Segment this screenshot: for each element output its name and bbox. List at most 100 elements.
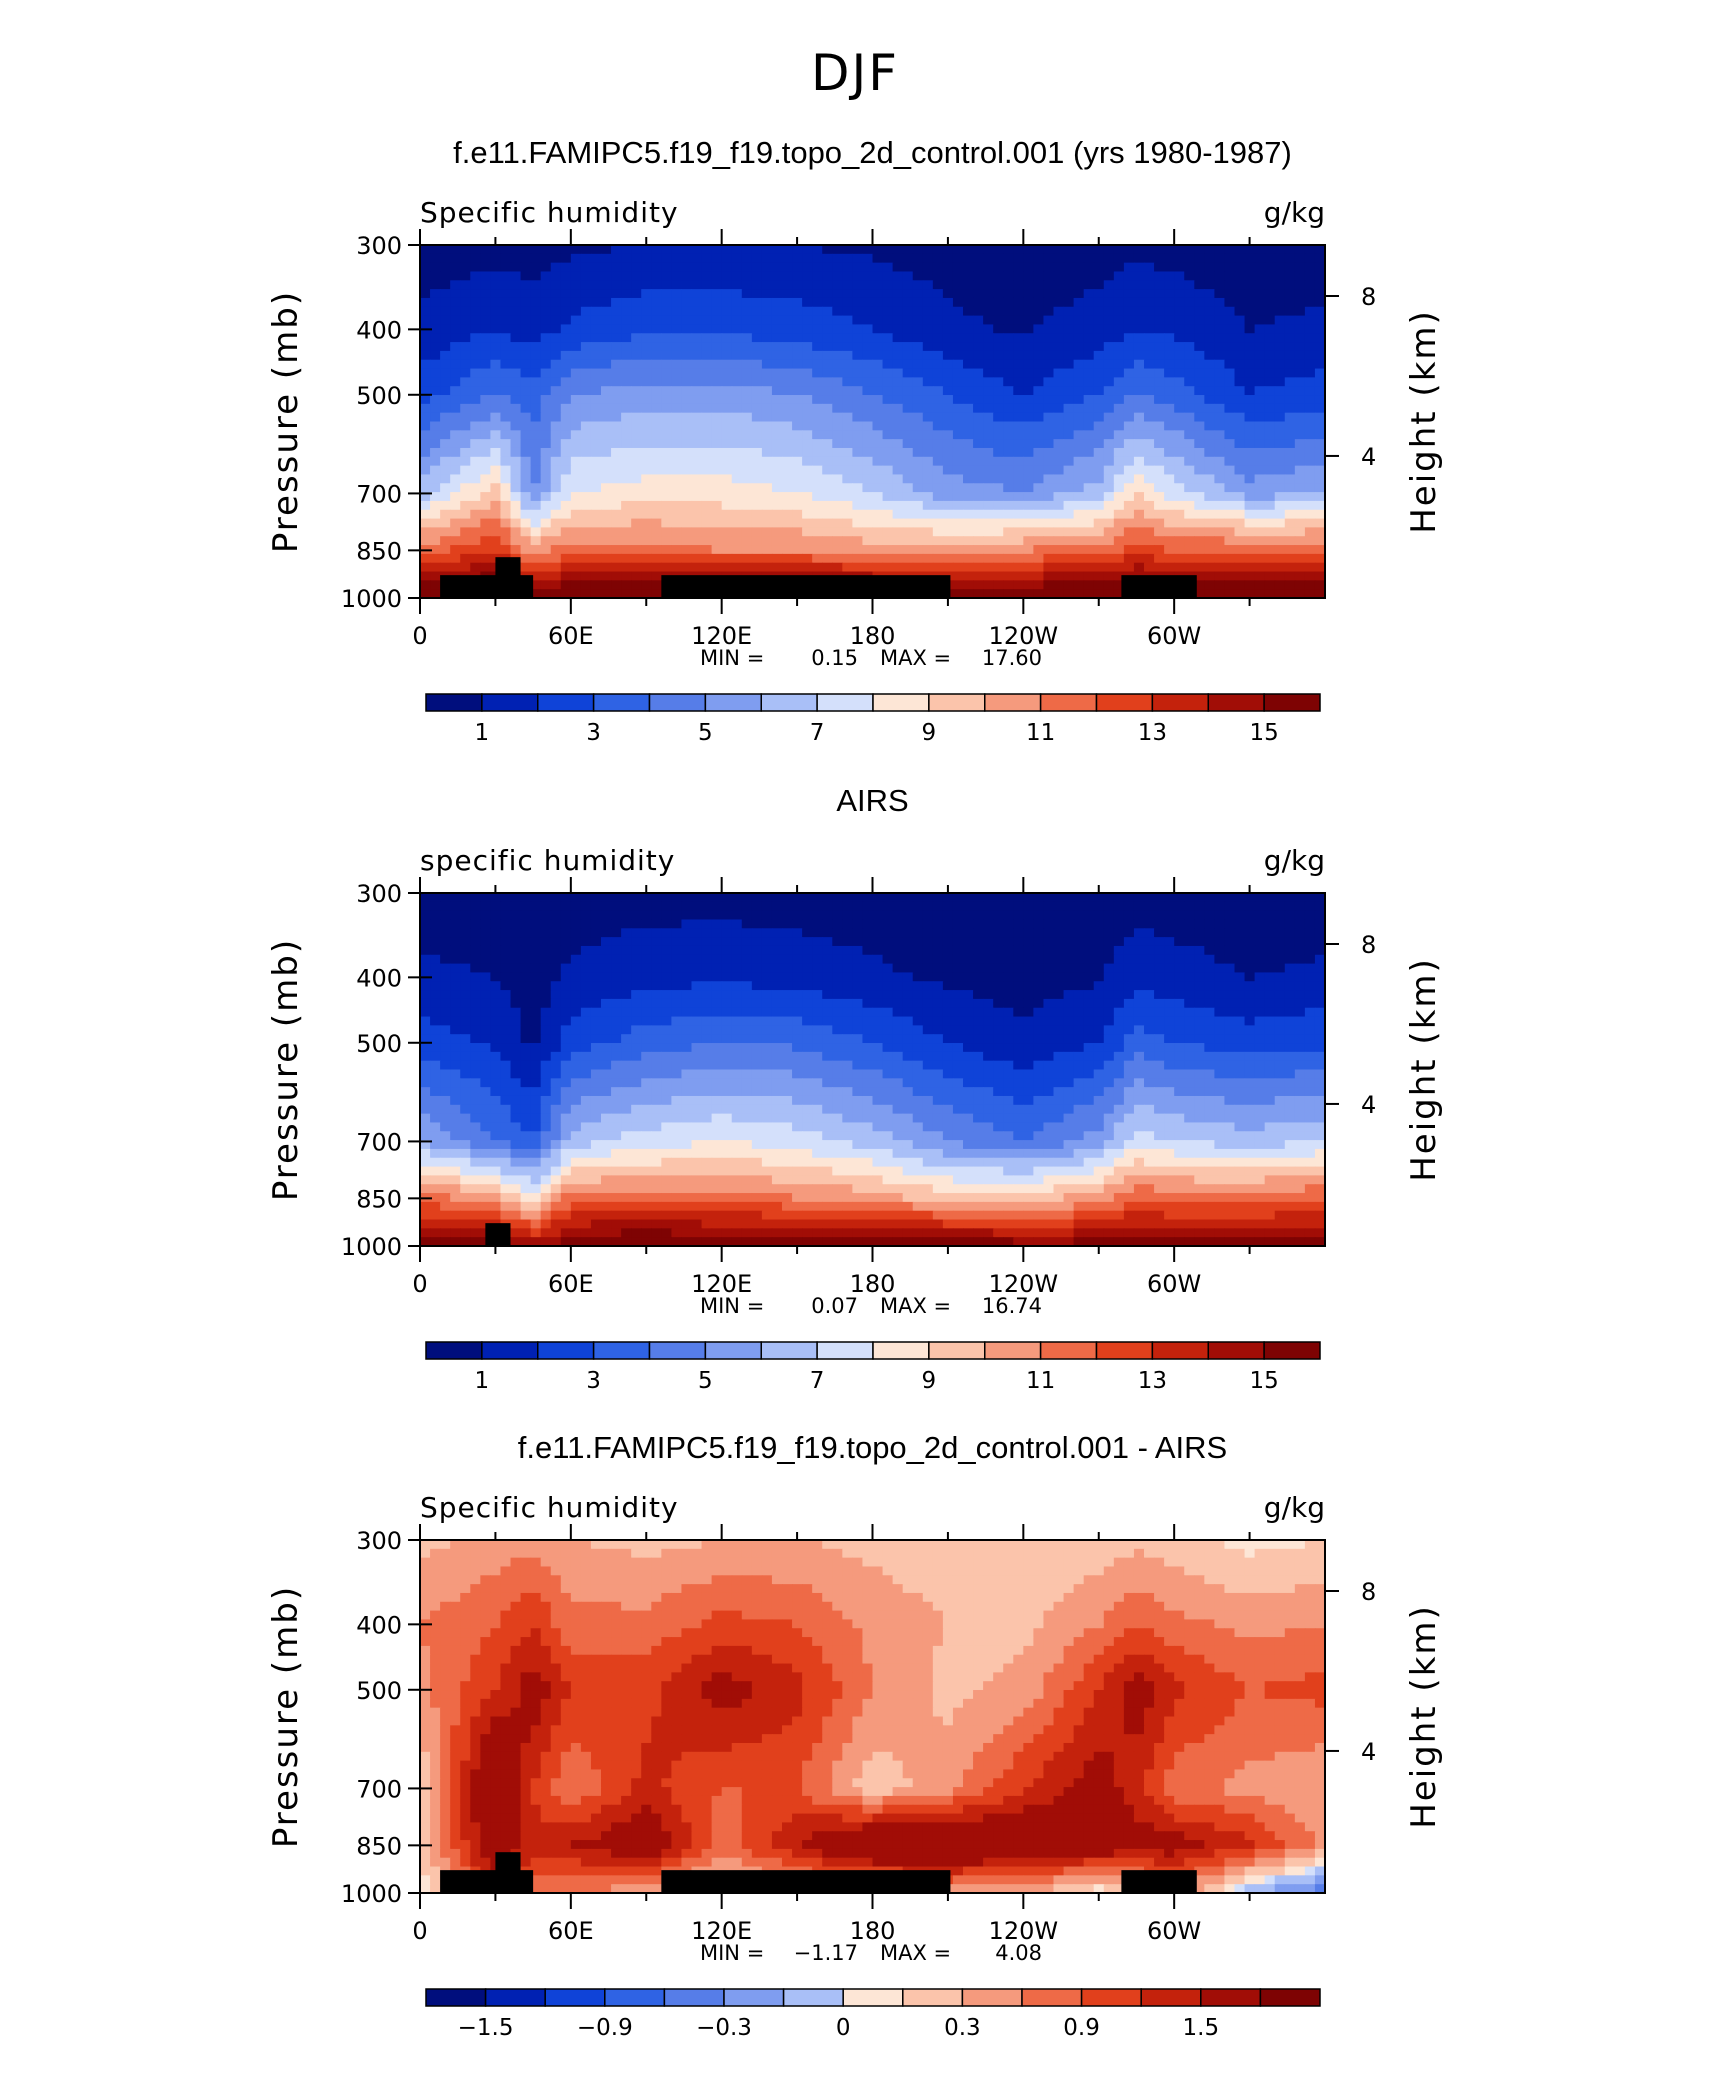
heatmap-cell (420, 306, 431, 317)
heatmap-cell (842, 972, 853, 982)
heatmap-cell (952, 245, 964, 255)
heatmap-cell (550, 589, 562, 599)
heatmap-cell (1154, 509, 1165, 520)
heatmap-cell (1083, 465, 1095, 476)
heatmap-cell (932, 954, 944, 965)
heatmap-cell (1093, 1007, 1105, 1018)
heatmap-cell (590, 910, 602, 921)
heatmap-cell (892, 430, 904, 440)
heatmap-cell (540, 998, 552, 1009)
heatmap-cell (560, 359, 572, 370)
heatmap-cell (1174, 928, 1185, 938)
heatmap-cell (560, 395, 572, 405)
heatmap-cell (701, 465, 713, 476)
heatmap-cell (952, 297, 964, 308)
heatmap-cell (912, 545, 924, 555)
heatmap-cell (450, 412, 461, 423)
heatmap-cell (1314, 395, 1326, 405)
heatmap-cell (530, 377, 542, 387)
heatmap-cell (1304, 518, 1316, 528)
heatmap-cell (1224, 368, 1236, 378)
heatmap-cell (430, 474, 441, 484)
heatmap-cell (1284, 350, 1296, 361)
heatmap-cell (540, 439, 552, 449)
heatmap-cell (711, 333, 723, 343)
heatmap-cell (872, 536, 884, 546)
heatmap-cell (701, 245, 713, 255)
heatmap-cell (1093, 910, 1105, 921)
heatmap-cell (570, 562, 582, 573)
heatmap-cell (480, 386, 491, 396)
heatmap-cell (1113, 324, 1125, 334)
heatmap-cell (963, 990, 974, 1000)
heatmap-cell (1033, 377, 1045, 387)
heatmap-cell (812, 395, 823, 405)
heatmap-cell (490, 963, 502, 974)
heatmap-cell (1304, 536, 1316, 546)
heatmap-cell (1133, 333, 1145, 343)
heatmap-cell (1314, 315, 1326, 326)
heatmap-cell (701, 280, 713, 290)
heatmap-cell (973, 280, 984, 290)
heatmap-cell (1053, 377, 1065, 387)
heatmap-cell (963, 928, 974, 938)
heatmap-cell (792, 421, 803, 431)
heatmap-cell (922, 536, 934, 546)
heatmap-cell (1063, 456, 1075, 467)
heatmap-cell (711, 990, 723, 1000)
heatmap-cell (761, 306, 773, 317)
heatmap-cell (973, 324, 984, 334)
heatmap-cell (782, 395, 793, 405)
heatmap-cell (641, 545, 652, 555)
heatmap-cell (872, 562, 884, 573)
heatmap-cell (862, 527, 874, 537)
heatmap-cell (580, 580, 592, 590)
heatmap-cell (540, 972, 552, 982)
heatmap-cell (1043, 571, 1055, 581)
heatmap-cell (580, 465, 592, 476)
heatmap-cell (721, 297, 733, 308)
heatmap-cell (922, 483, 934, 493)
heatmap-cell (1023, 990, 1034, 1000)
heatmap-cell (741, 412, 753, 423)
heatmap-cell (1254, 536, 1266, 546)
heatmap-cell (932, 324, 944, 334)
heatmap-cell (631, 562, 642, 573)
heatmap-cell (993, 937, 1004, 947)
heatmap-cell (761, 509, 773, 520)
heatmap-cell (782, 289, 793, 299)
heatmap-cell (761, 527, 773, 537)
heatmap-cell (731, 954, 743, 965)
heatmap-cell (631, 368, 642, 378)
heatmap-cell (1304, 447, 1316, 458)
heatmap-cell (832, 518, 843, 528)
heatmap-cell (611, 403, 622, 414)
heatmap-cell (681, 324, 693, 334)
heatmap-cell (1113, 439, 1125, 449)
heatmap-cell (1244, 342, 1256, 352)
heatmap-cell (1204, 324, 1215, 334)
heatmap-cell (892, 289, 904, 299)
heatmap-cell (802, 297, 813, 308)
heatmap-cell (782, 377, 793, 387)
heatmap-cell (741, 509, 753, 520)
heatmap-cell (1214, 297, 1226, 308)
heatmap-cell (550, 412, 562, 423)
heatmap-cell (882, 297, 894, 308)
heatmap-cell (590, 430, 602, 440)
heatmap-cell (590, 1007, 602, 1018)
heatmap-cell (983, 562, 994, 573)
heatmap-cell (1063, 492, 1075, 502)
heatmap-cell (691, 474, 703, 484)
heatmap-cell (530, 439, 542, 449)
heatmap-cell (711, 377, 723, 387)
heatmap-cell (1083, 562, 1095, 573)
heatmap-cell (681, 350, 693, 361)
heatmap-cell (1083, 342, 1095, 352)
heatmap-cell (862, 324, 874, 334)
heatmap-cell (812, 474, 823, 484)
heatmap-cell (651, 972, 662, 982)
heatmap-cell (1043, 306, 1055, 317)
heatmap-cell (1174, 297, 1185, 308)
heatmap-cell (952, 518, 964, 528)
